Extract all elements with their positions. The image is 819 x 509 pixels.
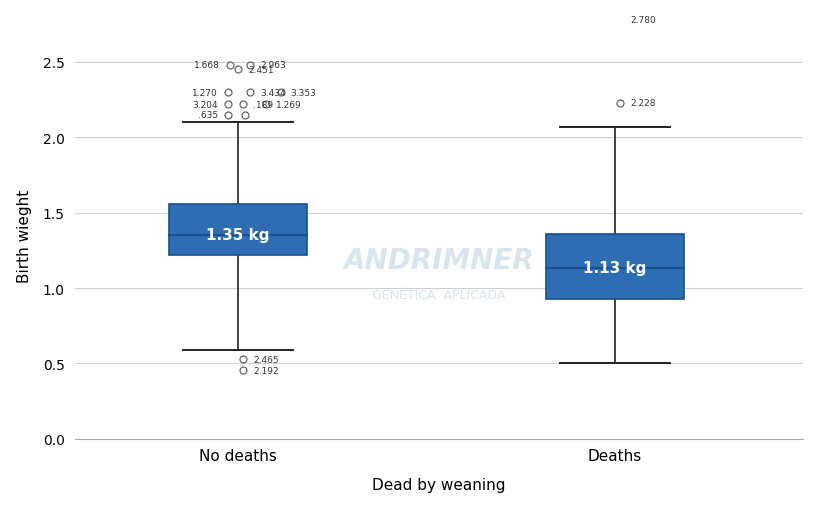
Text: 1.270: 1.270 [192,89,218,97]
Text: 1.668: 1.668 [194,62,220,70]
Text: 2.465: 2.465 [252,355,278,364]
X-axis label: Dead by weaning: Dead by weaning [372,477,505,492]
Text: ANDRIMNER: ANDRIMNER [343,246,534,274]
Text: 3.434: 3.434 [260,89,286,97]
Text: .189: .189 [252,100,273,109]
Text: 3.204: 3.204 [192,100,218,109]
FancyBboxPatch shape [169,204,306,256]
Text: 2.228: 2.228 [629,99,654,108]
Text: 1.13 kg: 1.13 kg [582,261,645,276]
Text: 2.192: 2.192 [252,366,278,375]
Y-axis label: Birth wieght: Birth wieght [16,189,32,282]
Text: 2.963: 2.963 [260,62,286,70]
Text: 3.353: 3.353 [290,89,316,97]
Text: 2.780: 2.780 [629,16,655,25]
Text: 1.35 kg: 1.35 kg [206,228,269,242]
Text: 1.269: 1.269 [275,100,301,109]
Text: 2.451: 2.451 [247,66,274,75]
Text: .635: .635 [197,111,218,120]
FancyBboxPatch shape [545,234,683,299]
Text: GENÉTICA  APLICADA: GENÉTICA APLICADA [372,288,505,301]
